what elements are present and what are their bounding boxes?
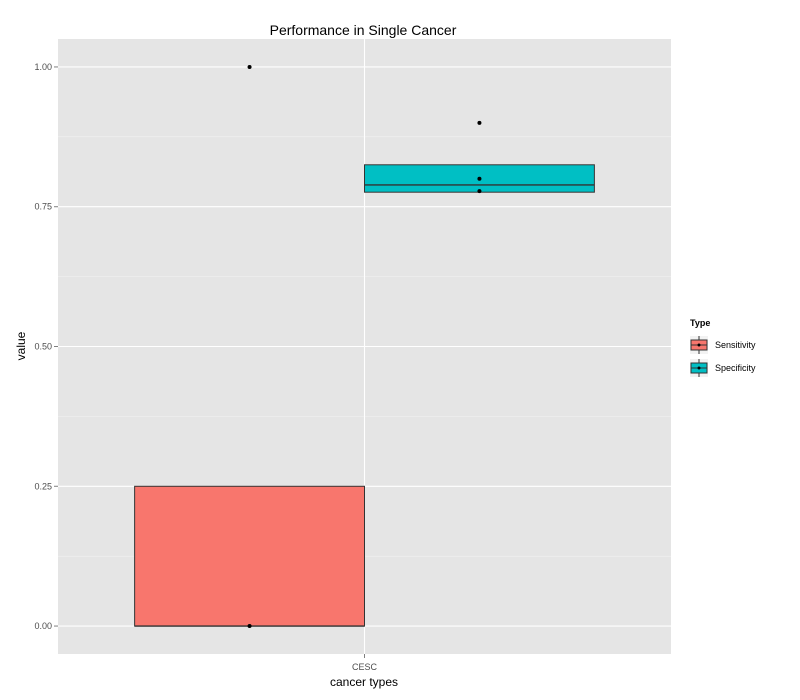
- x-axis: CESC: [352, 654, 378, 672]
- specificity-point: [477, 120, 482, 125]
- x-axis-title: cancer types: [330, 675, 398, 689]
- specificity-point: [477, 176, 482, 181]
- y-tick-label: 0.50: [34, 342, 52, 352]
- legend: Type Sensitivity Specificity: [690, 318, 756, 377]
- y-axis: 0.00 0.25 0.50 0.75 1.00: [34, 62, 58, 631]
- box-layer: [134, 164, 595, 627]
- legend-key-specificity: [690, 359, 708, 377]
- legend-key-point: [697, 366, 701, 370]
- x-tick-label: CESC: [352, 662, 378, 672]
- y-tick-label: 1.00: [34, 62, 52, 72]
- legend-key-point: [697, 343, 701, 347]
- sensitivity-point: [247, 624, 252, 629]
- legend-title: Type: [690, 318, 710, 328]
- chart-title: Performance in Single Cancer: [270, 22, 457, 38]
- y-axis-title: value: [14, 331, 28, 360]
- y-tick-label: 0.00: [34, 621, 52, 631]
- sensitivity-point: [247, 64, 252, 69]
- specificity-point: [477, 189, 482, 194]
- point-layer: [247, 64, 482, 629]
- legend-label-specificity: Specificity: [715, 363, 756, 373]
- y-tick-label: 0.25: [34, 481, 52, 491]
- sensitivity-box: [134, 485, 365, 627]
- legend-label-sensitivity: Sensitivity: [715, 340, 756, 350]
- legend-key-sensitivity: [690, 336, 708, 354]
- y-tick-label: 0.75: [34, 202, 52, 212]
